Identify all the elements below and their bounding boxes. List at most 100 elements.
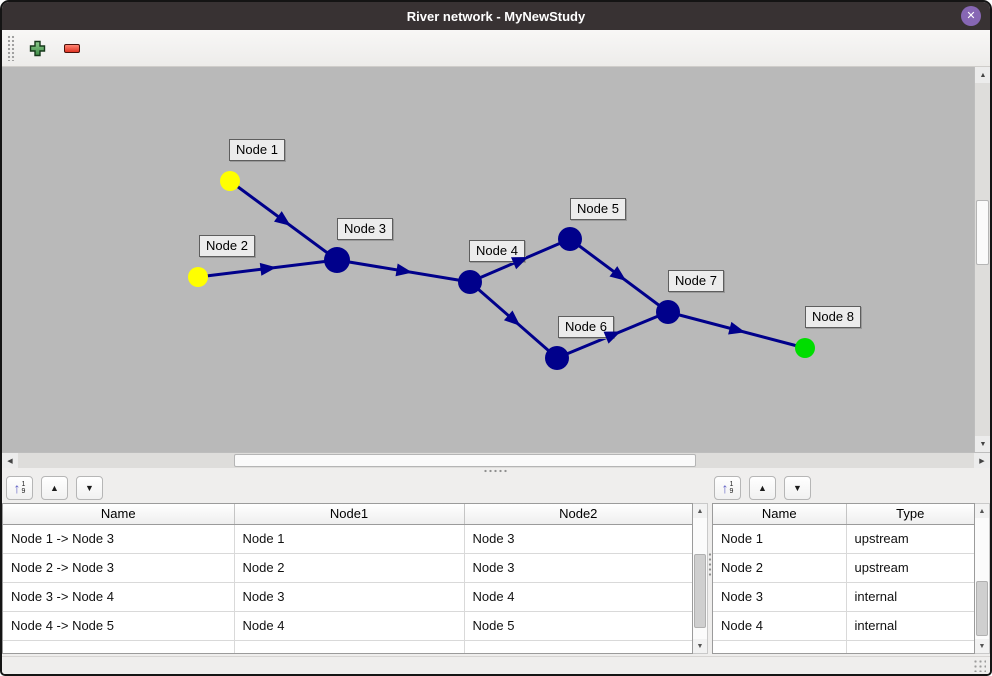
table-row[interactable]: Node 3 -> Node 4 Node 3 Node 4	[3, 582, 692, 612]
node-label[interactable]: Node 7	[668, 270, 724, 292]
table-row[interactable]: Node 4 -> Node 5 Node 4 Node 5	[3, 611, 692, 641]
cell: Node 3	[234, 582, 465, 612]
column-header[interactable]: Name	[3, 504, 235, 525]
scroll-up-icon: ▲	[978, 507, 986, 515]
river-reach[interactable]	[336, 258, 471, 284]
scrollbar-track[interactable]	[693, 518, 707, 639]
scroll-down-button[interactable]: ▼	[975, 639, 989, 653]
main-toolbar	[2, 30, 990, 67]
cell: Node 2 -> Node 3	[3, 553, 235, 583]
cell: Node 1	[713, 524, 847, 554]
cell: Node 3	[464, 524, 692, 554]
river-node[interactable]	[220, 171, 240, 191]
river-reach[interactable]	[569, 237, 669, 314]
scroll-up-button[interactable]: ▲	[693, 504, 707, 518]
scrollbar-track[interactable]	[18, 453, 974, 468]
scrollbar-track[interactable]	[975, 83, 990, 436]
river-node[interactable]	[795, 338, 815, 358]
move-down-button[interactable]: ▼	[784, 476, 811, 500]
canvas-vertical-scrollbar[interactable]: ▲ ▼	[974, 67, 990, 452]
nodes-table: Name Type Node 1 upstream Node 2 upstream Node…	[713, 504, 974, 653]
river-node[interactable]	[558, 227, 582, 251]
scroll-right-icon: ▶	[979, 457, 985, 465]
edges-table: Name Node1 Node2 Node 1 -> Node 3 Node 1 Node…	[3, 504, 692, 653]
edges-table-scrollbar[interactable]: ▲ ▼	[693, 503, 708, 654]
remove-icon	[64, 43, 80, 53]
cell: Node 4	[234, 611, 465, 641]
scrollbar-thumb[interactable]	[976, 200, 989, 265]
titlebar[interactable]: River network - MyNewStudy ✕	[2, 2, 990, 30]
river-node[interactable]	[188, 267, 208, 287]
column-header[interactable]: Node1	[234, 504, 465, 525]
close-button[interactable]: ✕	[961, 6, 981, 26]
scroll-right-button[interactable]: ▶	[974, 453, 990, 469]
scroll-down-icon: ▼	[978, 642, 986, 650]
add-node-button[interactable]	[23, 34, 51, 62]
node-label[interactable]: Node 2	[199, 235, 255, 257]
status-bar	[2, 656, 990, 674]
empty-row	[3, 640, 692, 653]
scroll-left-button[interactable]: ◀	[2, 453, 18, 469]
table-row[interactable]: Node 1 -> Node 3 Node 1 Node 3	[3, 524, 692, 554]
move-down-icon: ▼	[793, 482, 802, 493]
scroll-left-icon: ◀	[7, 457, 13, 465]
tables-splitter[interactable]	[708, 473, 712, 656]
node-label[interactable]: Node 4	[469, 240, 525, 262]
scroll-down-icon: ▼	[979, 440, 987, 448]
river-reach[interactable]	[197, 258, 338, 279]
move-down-button[interactable]: ▼	[76, 476, 103, 500]
table-row[interactable]: Node 2 upstream	[713, 553, 974, 583]
move-up-button[interactable]: ▲	[749, 476, 776, 500]
river-node[interactable]	[458, 270, 482, 294]
scrollbar-thumb[interactable]	[234, 454, 696, 467]
nodes-table-scrollbar[interactable]: ▲ ▼	[975, 503, 990, 654]
river-reach[interactable]	[469, 280, 558, 360]
river-node[interactable]	[656, 300, 680, 324]
table-row[interactable]: Node 1 upstream	[713, 524, 974, 554]
scroll-down-button[interactable]: ▼	[975, 436, 990, 452]
river-node[interactable]	[545, 346, 569, 370]
resize-grip[interactable]	[973, 659, 986, 672]
scroll-up-button[interactable]: ▲	[975, 504, 989, 518]
column-header[interactable]: Type	[846, 504, 974, 525]
scrollbar-thumb[interactable]	[694, 554, 706, 628]
table-row[interactable]: Node 2 -> Node 3 Node 2 Node 3	[3, 553, 692, 583]
column-header[interactable]: Name	[713, 504, 847, 525]
node-label[interactable]: Node 6	[558, 316, 614, 338]
cell: upstream	[846, 553, 974, 583]
scroll-down-button[interactable]: ▼	[693, 639, 707, 653]
nodes-table-container: Name Type Node 1 upstream Node 2 upstream Node…	[712, 503, 975, 654]
pane-splitter[interactable]	[2, 468, 990, 473]
canvas-horizontal-scrollbar[interactable]: ◀ ▶	[2, 452, 990, 469]
scrollbar-track[interactable]	[975, 518, 989, 639]
close-icon: ✕	[966, 9, 976, 22]
river-node[interactable]	[324, 247, 350, 273]
node-label[interactable]: Node 1	[229, 139, 285, 161]
node-label[interactable]: Node 8	[805, 306, 861, 328]
edges-table-container: Name Node1 Node2 Node 1 -> Node 3 Node 1 Node…	[2, 503, 693, 654]
river-network-canvas[interactable]: Node 1 Node 2 Node 3 Node 4 Node 5 Node 6 Node…	[2, 67, 974, 452]
node-label[interactable]: Node 5	[570, 198, 626, 220]
river-reach[interactable]	[667, 310, 806, 350]
table-row[interactable]: Node 3 internal	[713, 582, 974, 612]
node-label[interactable]: Node 3	[337, 218, 393, 240]
column-header[interactable]: Node2	[464, 504, 692, 525]
cell: internal	[846, 611, 974, 641]
table-row[interactable]: Node 4 internal	[713, 611, 974, 641]
move-up-icon: ▲	[50, 482, 59, 493]
scroll-up-icon: ▲	[696, 507, 704, 515]
toolbar-drag-handle[interactable]	[7, 35, 15, 61]
cell: Node 2	[234, 553, 465, 583]
scrollbar-thumb[interactable]	[976, 581, 988, 636]
node-labels-layer: Node 1 Node 2 Node 3 Node 4 Node 5 Node 6 Node…	[2, 67, 974, 452]
scroll-up-icon: ▲	[979, 71, 987, 79]
cell: Node 3	[713, 582, 847, 612]
remove-node-button[interactable]	[58, 34, 86, 62]
move-up-button[interactable]: ▲	[41, 476, 68, 500]
scroll-up-button[interactable]: ▲	[975, 67, 990, 83]
